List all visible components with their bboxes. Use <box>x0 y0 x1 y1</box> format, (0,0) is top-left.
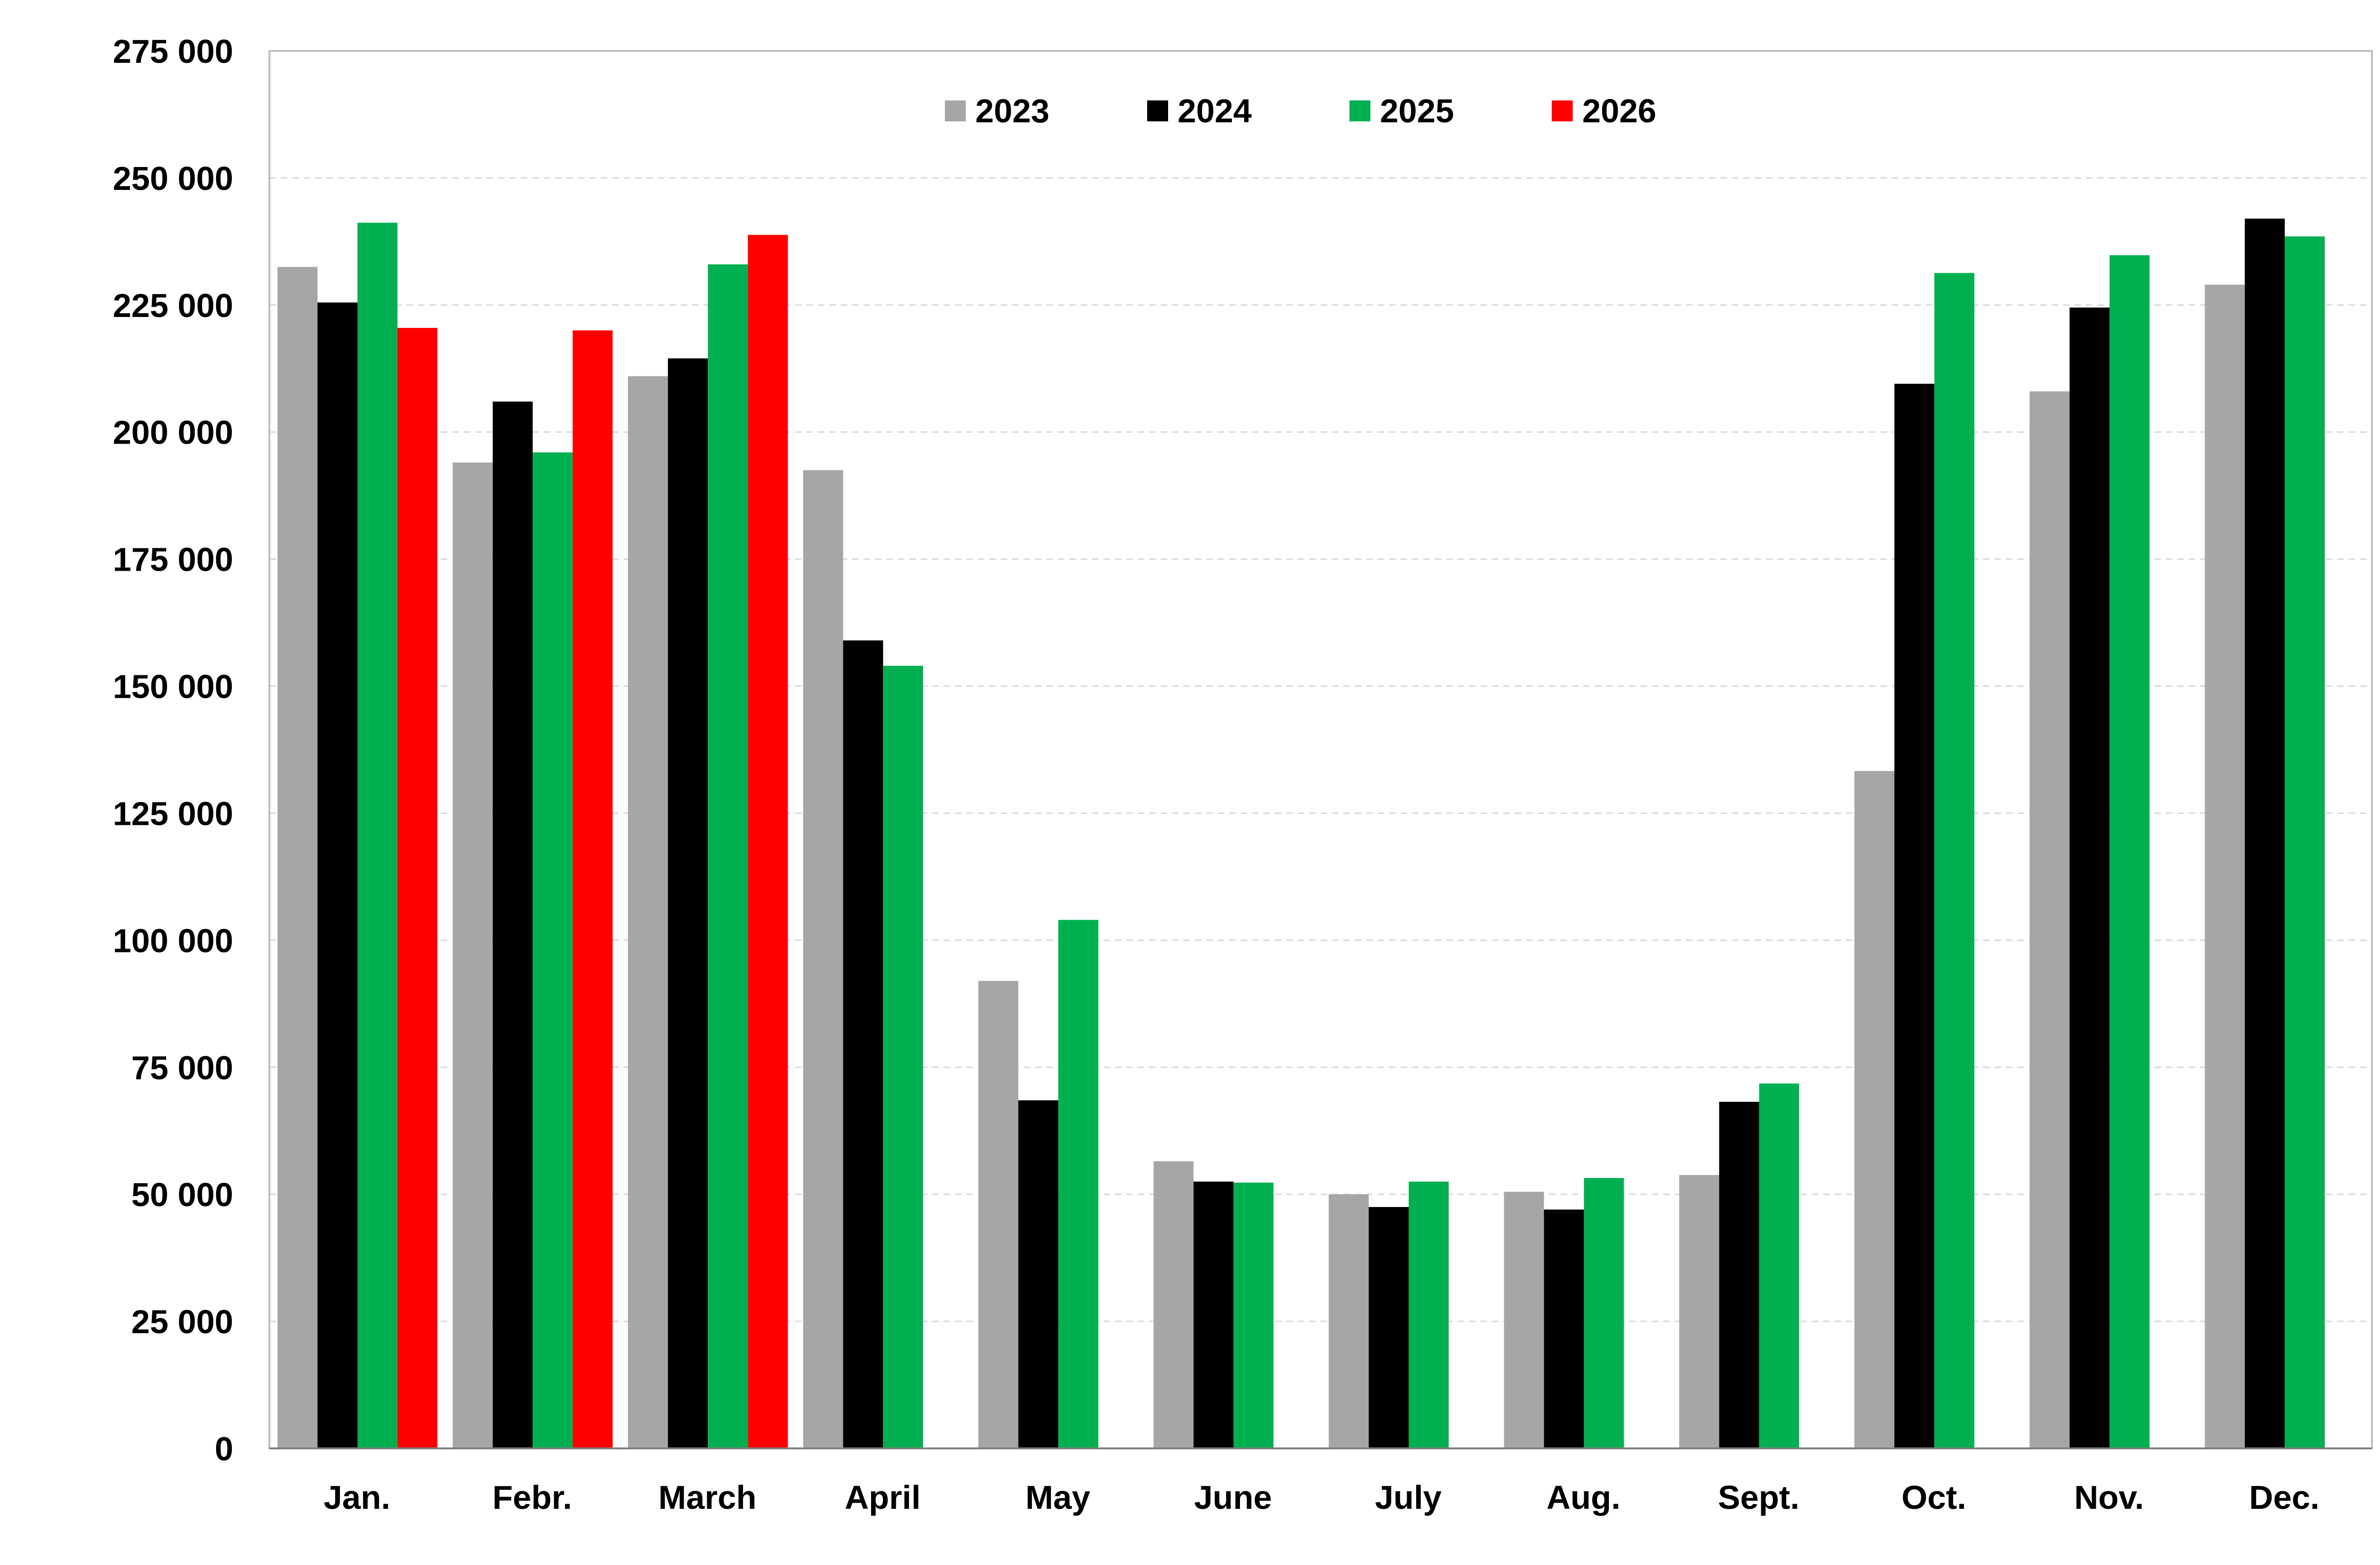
legend-swatch <box>1147 100 1168 121</box>
grid-lines <box>269 177 2372 1322</box>
x-tick-label: June <box>1194 1479 1272 1516</box>
y-tick-label: 50 000 <box>131 1176 233 1213</box>
bar-2026-0 <box>397 327 437 1448</box>
y-tick-label: 250 000 <box>113 160 233 197</box>
legend: 2023 2024 2025 2026 <box>945 92 1656 129</box>
x-tick-label: Sept. <box>1718 1479 1799 1516</box>
legend-swatch <box>945 100 966 121</box>
bar-2023-5 <box>1153 1161 1194 1448</box>
legend-label: 2026 <box>1582 92 1656 129</box>
y-tick-label: 100 000 <box>113 922 233 959</box>
y-tick-label: 225 000 <box>113 287 233 324</box>
bar-2024-11 <box>2244 218 2285 1448</box>
bar-2025-0 <box>357 222 397 1448</box>
y-tick-label: 275 000 <box>113 33 233 70</box>
bar-2026-2 <box>748 235 788 1448</box>
bar-2024-1 <box>493 401 533 1449</box>
x-tick-label: Nov. <box>2074 1479 2144 1516</box>
bar-2023-6 <box>1329 1194 1369 1448</box>
y-tick-label: 25 000 <box>131 1303 233 1340</box>
bar-2023-2 <box>628 376 668 1448</box>
bar-2024-5 <box>1193 1181 1234 1448</box>
x-tick-label: Oct. <box>1902 1479 1966 1516</box>
bar-2023-0 <box>278 267 317 1448</box>
bar-2023-9 <box>1854 771 1894 1448</box>
bar-2025-9 <box>1934 273 1974 1448</box>
x-tick-label: Febr. <box>492 1479 572 1516</box>
legend-swatch <box>1552 100 1573 121</box>
bar-2025-5 <box>1233 1182 1274 1448</box>
bar-2025-4 <box>1058 920 1099 1448</box>
bar-2024-4 <box>1018 1100 1059 1448</box>
bar-2025-6 <box>1408 1181 1449 1448</box>
bar-2023-7 <box>1504 1191 1544 1448</box>
y-axis-ticks: 0 25 000 50 000 75 000 100 000 125 000 150 000… <box>113 33 233 1467</box>
axes <box>268 50 2373 1449</box>
x-tick-label: Jan. <box>324 1479 390 1516</box>
legend-label: 2025 <box>1380 92 1454 129</box>
bar-2023-3 <box>803 470 843 1448</box>
bar-2026-1 <box>573 330 613 1449</box>
bar-2024-8 <box>1719 1101 1759 1448</box>
bar-2024-9 <box>1894 384 1934 1449</box>
bar-2023-11 <box>2204 285 2245 1448</box>
x-tick-label: Aug. <box>1547 1479 1621 1516</box>
bar-2025-10 <box>2109 255 2150 1448</box>
x-tick-label: March <box>658 1479 756 1516</box>
legend-label: 2024 <box>1178 92 1252 129</box>
bar-2023-10 <box>2029 391 2070 1448</box>
bar-2024-7 <box>1544 1209 1584 1448</box>
bar-2025-7 <box>1584 1178 1624 1448</box>
y-tick-label: 75 000 <box>131 1049 233 1086</box>
y-tick-label: 150 000 <box>113 668 233 705</box>
legend-swatch <box>1349 100 1370 121</box>
y-tick-label: 0 <box>215 1430 233 1467</box>
legend-label: 2023 <box>975 92 1050 129</box>
x-tick-label: July <box>1375 1479 1442 1516</box>
bar-2024-3 <box>843 640 883 1448</box>
y-tick-label: 200 000 <box>113 414 233 451</box>
y-tick-label: 125 000 <box>113 795 233 832</box>
bar-2023-8 <box>1679 1175 1719 1448</box>
x-tick-label: April <box>845 1479 921 1516</box>
bar-2024-6 <box>1368 1207 1409 1448</box>
bar-2023-4 <box>978 981 1019 1448</box>
x-tick-label: Dec. <box>2249 1479 2320 1516</box>
bar-2024-2 <box>668 358 708 1449</box>
bar-2025-11 <box>2284 236 2325 1449</box>
bar-2025-2 <box>708 264 748 1449</box>
y-tick-label: 175 000 <box>113 541 233 578</box>
x-axis-ticks: Jan. Febr. March April May June July Aug. Sept. O… <box>324 1479 2320 1516</box>
bar-2024-0 <box>317 302 357 1448</box>
bar-2025-1 <box>533 452 573 1449</box>
bar-2023-1 <box>453 462 493 1449</box>
bars <box>278 218 2325 1449</box>
bar-2025-8 <box>1759 1083 1799 1448</box>
bar-2025-3 <box>883 665 923 1448</box>
bar-2024-10 <box>2069 307 2110 1449</box>
x-tick-label: May <box>1025 1479 1090 1516</box>
